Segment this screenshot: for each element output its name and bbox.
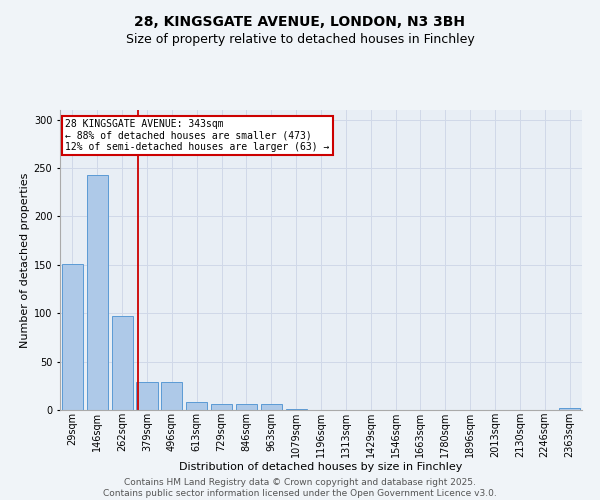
Y-axis label: Number of detached properties: Number of detached properties <box>20 172 29 348</box>
Bar <box>161 382 182 410</box>
Bar <box>261 404 282 410</box>
Bar <box>186 402 207 410</box>
Text: 28, KINGSGATE AVENUE, LONDON, N3 3BH: 28, KINGSGATE AVENUE, LONDON, N3 3BH <box>134 15 466 29</box>
Bar <box>136 382 158 410</box>
Bar <box>236 404 257 410</box>
Bar <box>559 408 580 410</box>
Text: Size of property relative to detached houses in Finchley: Size of property relative to detached ho… <box>125 32 475 46</box>
Bar <box>87 175 108 410</box>
Text: Contains HM Land Registry data © Crown copyright and database right 2025.
Contai: Contains HM Land Registry data © Crown c… <box>103 478 497 498</box>
Bar <box>62 264 83 410</box>
Text: 28 KINGSGATE AVENUE: 343sqm
← 88% of detached houses are smaller (473)
12% of se: 28 KINGSGATE AVENUE: 343sqm ← 88% of det… <box>65 119 329 152</box>
Bar <box>112 316 133 410</box>
Bar <box>211 404 232 410</box>
Bar <box>286 409 307 410</box>
X-axis label: Distribution of detached houses by size in Finchley: Distribution of detached houses by size … <box>179 462 463 472</box>
